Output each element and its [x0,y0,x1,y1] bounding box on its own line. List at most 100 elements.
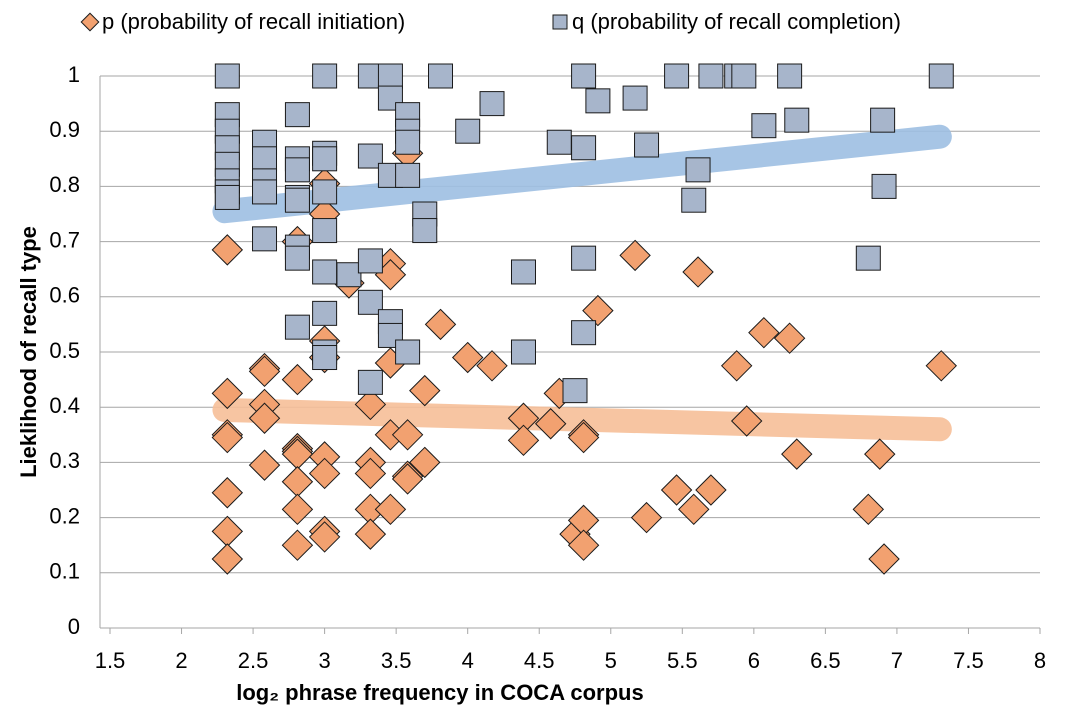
point [395,129,421,155]
point [622,85,648,111]
point [211,477,244,509]
point [925,350,957,382]
x-tick-label: 4.5 [524,648,555,673]
point [720,350,753,382]
point [682,256,714,288]
point [571,320,597,346]
point [312,146,338,172]
x-tick-label: 5.5 [667,648,698,673]
point [424,308,457,341]
point [678,493,710,526]
point [868,543,900,575]
point [308,521,341,553]
point [582,294,614,327]
point [211,421,244,454]
y-tick-label: 0 [68,614,80,639]
point [571,135,597,161]
y-tick-label: 0.4 [49,393,80,418]
point [284,187,310,213]
point [852,493,885,526]
point [354,388,387,421]
point [248,449,281,481]
point [357,248,383,274]
point [634,132,660,158]
point [619,239,651,272]
y-axis-title: Lieklihood of recall type [16,226,41,478]
x-tick-label: 3.5 [381,648,412,673]
point [567,421,600,454]
y-tick-label: 0.7 [49,227,80,252]
point [731,63,757,89]
point [252,146,278,172]
point [248,355,281,388]
point [281,529,314,561]
point [773,322,806,354]
point [312,345,338,371]
point [312,63,338,89]
point [281,466,314,498]
trendline [212,124,952,224]
x-tick-label: 7 [891,648,903,673]
point [211,377,244,410]
point [391,419,424,451]
x-tick-label: 7.5 [953,648,984,673]
point [428,63,454,89]
x-tick-label: 5 [605,648,617,673]
point [252,179,278,205]
point [377,63,403,89]
point [214,63,240,89]
point [855,245,881,271]
point [308,457,341,490]
point [476,350,508,382]
point [284,157,310,183]
point [281,493,314,526]
point [284,245,310,271]
point [354,518,387,550]
y-tick-label: 0.9 [49,117,80,142]
point [730,405,763,437]
y-tick-label: 0.1 [49,559,80,584]
point [751,113,777,139]
point [781,438,813,470]
x-tick-label: 1.5 [95,648,126,673]
legend-marker [552,14,568,30]
point [312,259,338,285]
point [510,339,536,365]
point [374,493,407,526]
point [534,408,567,440]
point [409,446,441,479]
x-tick-label: 4 [462,648,474,673]
point [281,363,314,396]
point [479,91,505,117]
point [864,438,896,470]
point [784,107,810,133]
x-tick-label: 6.5 [810,648,841,673]
point [312,218,338,244]
point [354,457,387,490]
legend-label: q (probability of recall completion) [572,9,901,34]
point [571,63,597,89]
point [748,316,780,349]
point [630,501,663,534]
point [455,118,481,144]
point [312,300,338,326]
x-axis-title: log₂ phrase frequency in COCA corpus [236,680,643,705]
point [357,369,383,395]
point [336,262,362,288]
point [248,402,281,434]
point [409,374,441,407]
y-tick-label: 0.3 [49,448,80,473]
point [451,341,484,374]
point [252,226,278,252]
point [211,234,244,266]
point [928,63,954,89]
point [871,173,897,199]
point [510,259,536,285]
point [395,339,421,365]
point [312,179,338,205]
point [562,378,588,404]
legend-label: p (probability of recall initiation) [102,9,405,34]
point [412,218,438,244]
point [660,474,693,506]
